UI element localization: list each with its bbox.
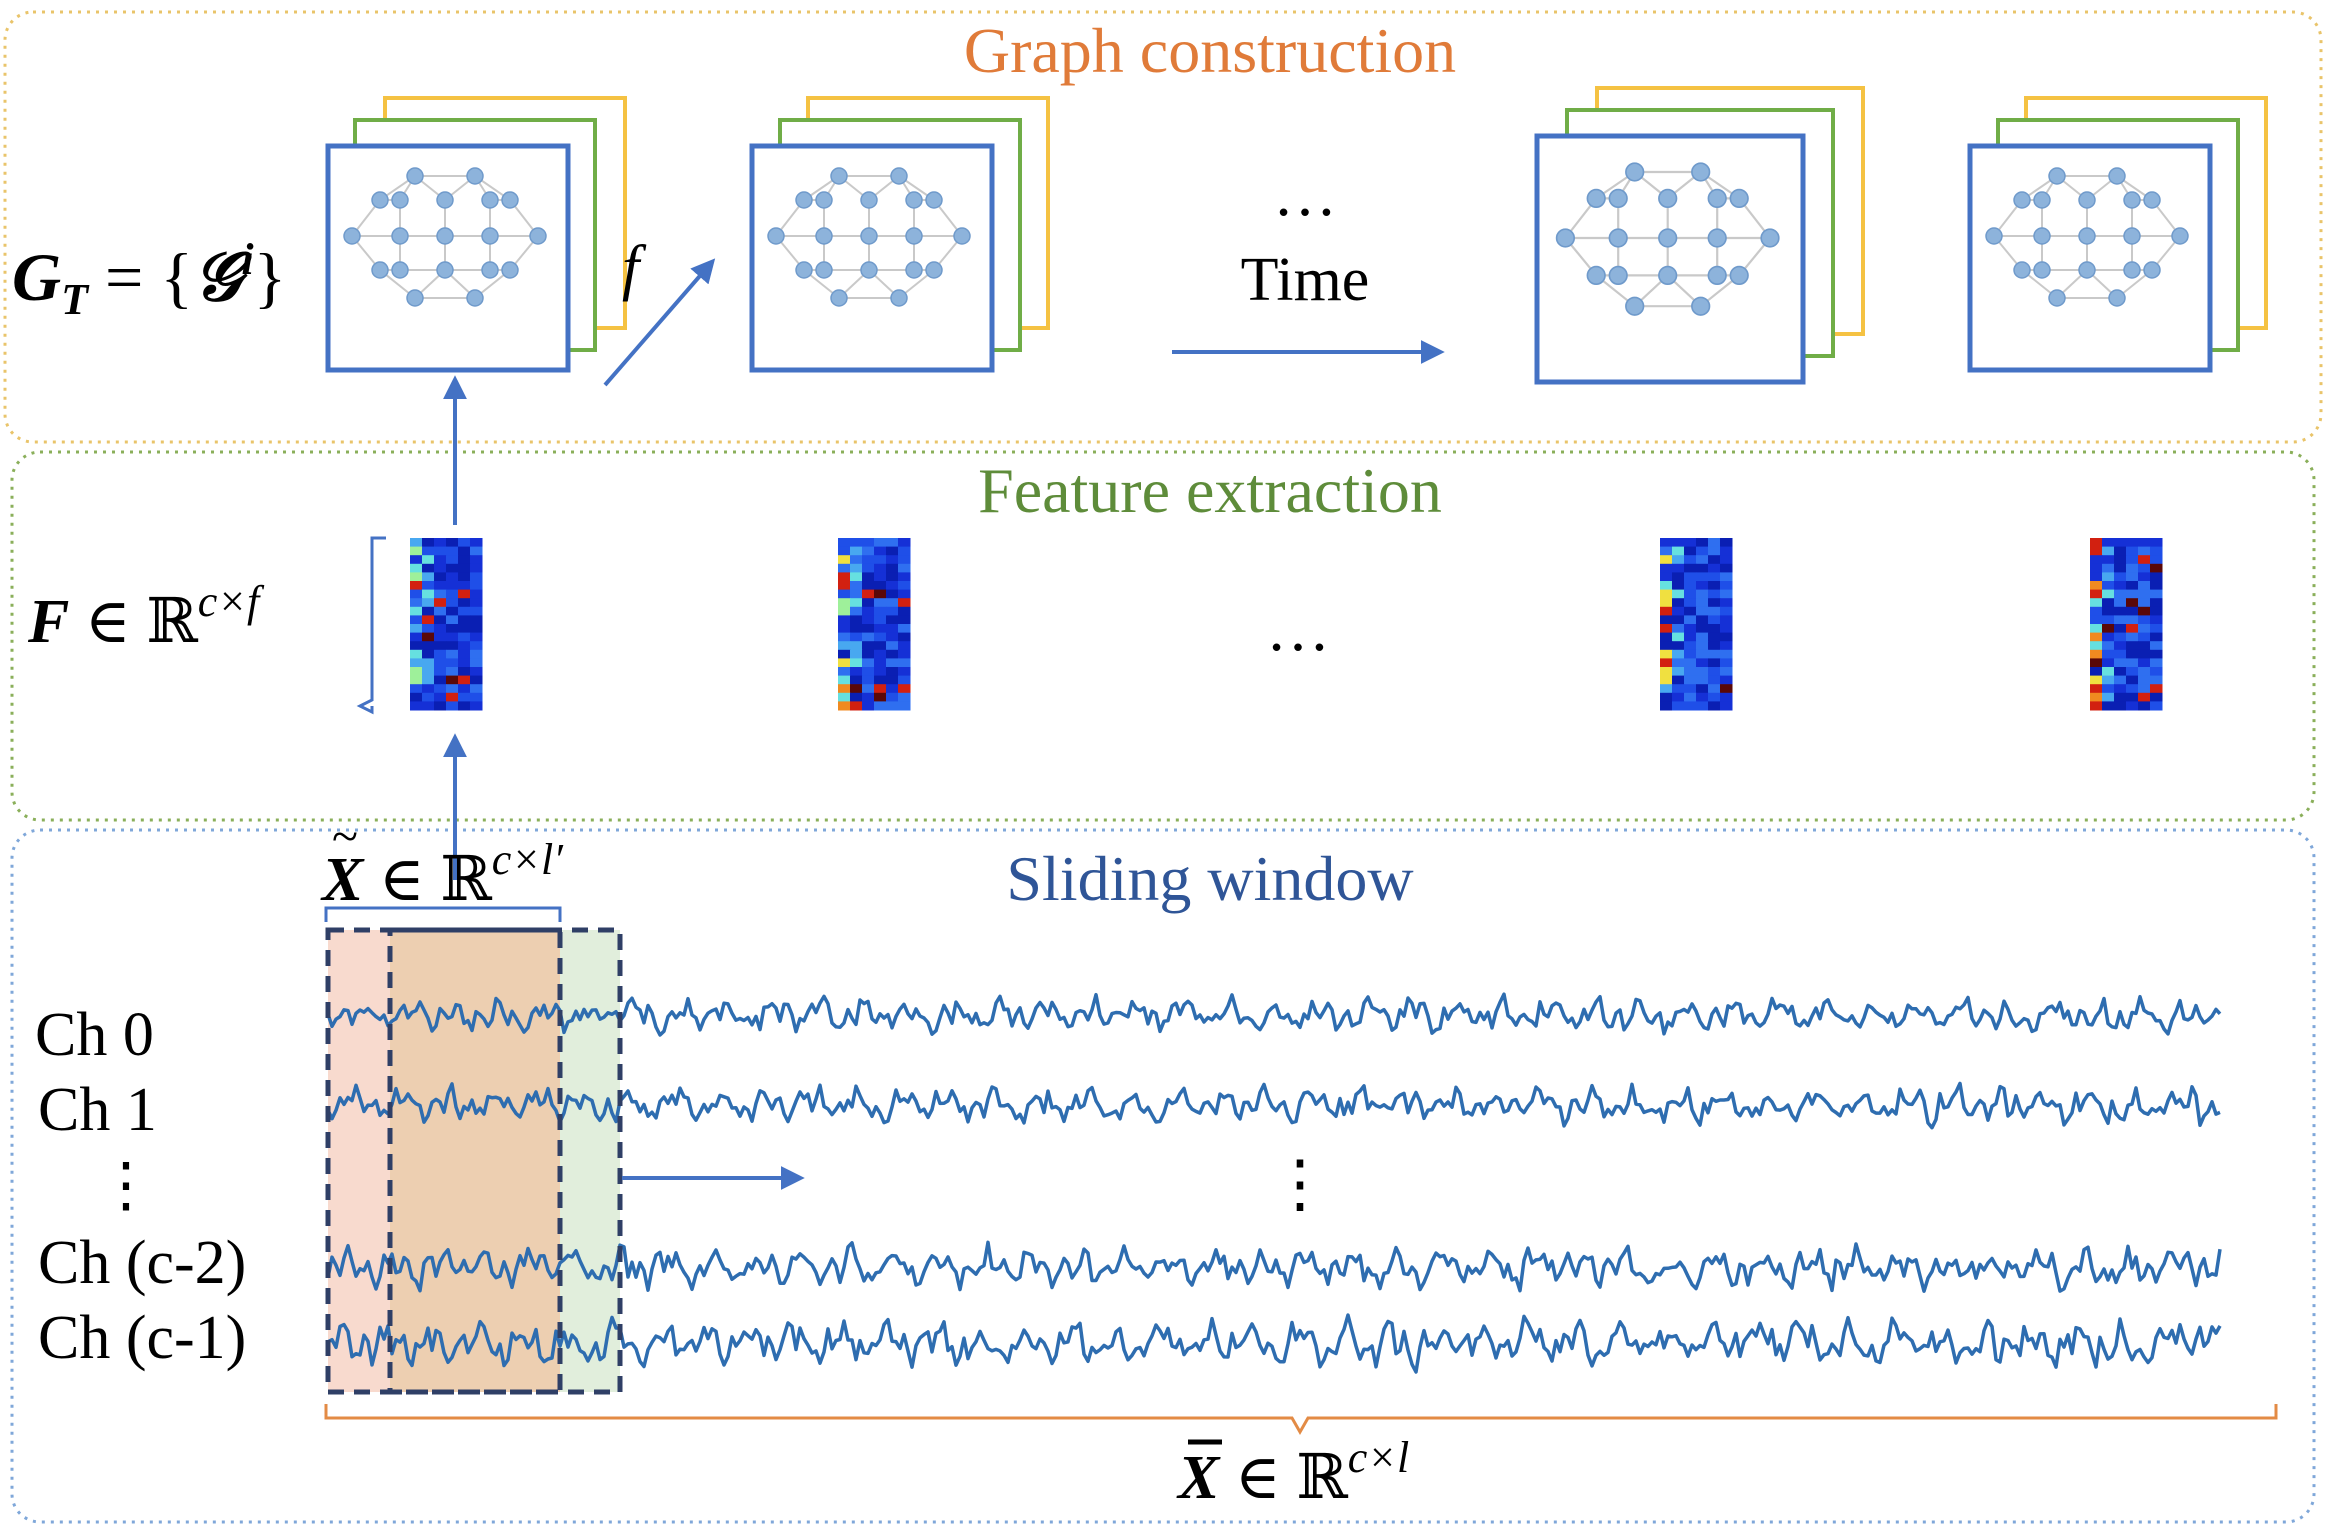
feature-brace <box>356 536 386 715</box>
eeg-channel-trace <box>326 1081 2221 1130</box>
window-region-1 <box>328 930 390 1392</box>
channel-label-c-2: Ch (c-2) <box>38 1229 246 1297</box>
eeg-channel-trace <box>326 1240 2222 1293</box>
graph-set-label: GT = {𝒢i} <box>12 235 286 324</box>
feature-extraction-title: Feature extraction <box>978 455 1442 526</box>
sliding-window-title: Sliding window <box>1006 843 1413 914</box>
channel-label-0: Ch 0 <box>35 1001 154 1069</box>
feature-ellipsis: … <box>1266 593 1330 664</box>
window-bracket <box>324 906 562 922</box>
feature-matrix-label: F ∈ ℝc×f <box>27 577 265 656</box>
f-arrow <box>603 258 716 387</box>
graph-construction-title: Graph construction <box>964 15 1456 86</box>
feature-heatmap <box>2090 538 2163 711</box>
graph-stack-1 <box>325 96 627 373</box>
eeg-signals <box>326 992 2222 1374</box>
channel-label-c-1: Ch (c-1) <box>38 1304 246 1372</box>
channel-vertical-ellipsis: ⋮ <box>96 1152 156 1218</box>
window-tilde: ~ <box>332 810 358 863</box>
window-matrix-label: X ∈ ℝc×l′ <box>320 835 564 914</box>
feature-heatmap <box>410 538 483 711</box>
window-outline-2 <box>387 927 623 1395</box>
full-signal-brace <box>324 1404 2278 1436</box>
window-region-2 <box>390 930 560 1392</box>
feature-heatmap <box>838 538 911 711</box>
channel-label-1: Ch 1 <box>38 1076 157 1144</box>
graph-stack-2 <box>749 96 1050 373</box>
window-region-3 <box>560 930 620 1392</box>
graph-construction-section <box>3 10 2323 444</box>
full-matrix-label: X ∈ ℝc×l <box>1176 1433 1409 1512</box>
eeg-channel-trace <box>327 1313 2222 1374</box>
f-label: f <box>622 234 647 302</box>
feature-heatmaps <box>410 538 2163 711</box>
signals-vertical-ellipsis: ⋮ <box>1268 1148 1332 1219</box>
graph-stack-4 <box>1967 96 2268 373</box>
time-label: Time <box>1241 246 1370 314</box>
feature-heatmap <box>1660 538 1733 711</box>
eeg-channel-trace <box>326 992 2222 1037</box>
graph-stack-3 <box>1534 86 1865 385</box>
graph-ellipsis: … <box>1273 158 1337 229</box>
